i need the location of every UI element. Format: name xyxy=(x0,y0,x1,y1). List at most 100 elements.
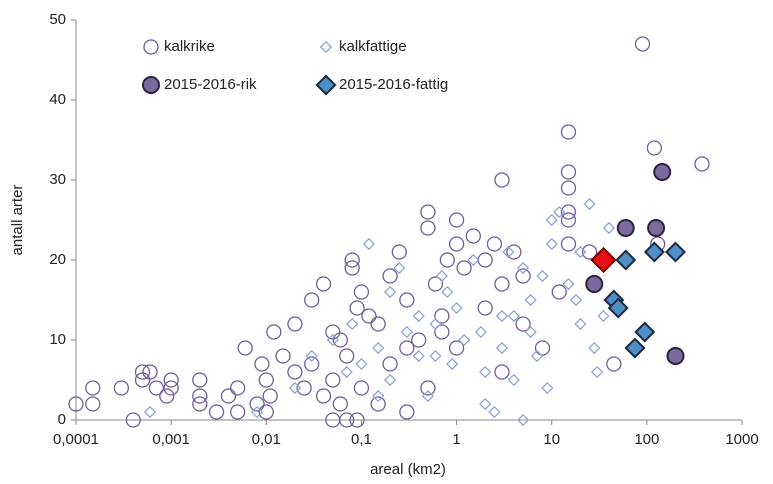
point xyxy=(560,124,577,140)
x-tick-label: 100 xyxy=(634,431,659,448)
point xyxy=(666,347,685,365)
point xyxy=(479,365,492,379)
y-tick-label: 40 xyxy=(49,91,66,108)
point xyxy=(134,364,151,380)
y-tick-label: 30 xyxy=(49,171,66,188)
point xyxy=(429,349,442,363)
point xyxy=(208,404,225,420)
point xyxy=(574,245,587,259)
point xyxy=(495,341,509,355)
point xyxy=(560,212,577,228)
point xyxy=(441,285,454,299)
point xyxy=(85,396,101,412)
point xyxy=(474,325,487,339)
point xyxy=(339,348,355,364)
x-tick-label: 10 xyxy=(543,431,560,448)
point xyxy=(457,333,471,347)
point xyxy=(439,252,456,268)
legend-marker xyxy=(315,74,337,96)
point xyxy=(634,36,651,52)
point xyxy=(477,300,493,316)
point xyxy=(411,332,427,348)
point xyxy=(325,324,341,340)
point xyxy=(113,380,130,396)
point xyxy=(486,236,503,252)
point xyxy=(560,180,577,196)
point xyxy=(653,163,672,181)
y-tick-label: 10 xyxy=(49,331,66,348)
point xyxy=(494,276,510,292)
point xyxy=(399,292,415,308)
point xyxy=(467,253,480,267)
point xyxy=(516,413,530,427)
point xyxy=(229,380,246,396)
point xyxy=(349,300,365,316)
legend-marker xyxy=(319,40,333,54)
point xyxy=(477,252,493,268)
point xyxy=(607,297,629,319)
point xyxy=(615,249,637,271)
x-tick-label: 0,01 xyxy=(252,431,281,448)
point xyxy=(643,241,665,263)
point xyxy=(344,260,360,276)
point xyxy=(262,388,278,404)
point xyxy=(545,237,558,251)
point xyxy=(530,349,544,363)
point xyxy=(429,317,442,331)
point xyxy=(448,212,465,228)
point xyxy=(574,317,587,331)
point xyxy=(325,372,341,388)
point xyxy=(361,308,377,324)
point xyxy=(288,381,302,395)
point xyxy=(551,284,567,300)
point xyxy=(304,292,320,308)
point xyxy=(450,301,463,315)
point xyxy=(560,204,577,220)
point xyxy=(353,284,370,300)
x-axis-label: areal (km2) xyxy=(370,461,446,478)
point xyxy=(456,260,472,276)
point xyxy=(434,324,450,340)
point xyxy=(446,357,459,371)
point xyxy=(192,388,208,404)
legend-marker xyxy=(142,76,160,94)
legend-label: 2015-2016-fattig xyxy=(339,76,448,93)
point xyxy=(296,380,312,396)
point xyxy=(159,388,175,404)
point xyxy=(326,333,339,347)
y-tick-label: 50 xyxy=(49,11,66,28)
point xyxy=(142,364,158,380)
point xyxy=(534,340,551,356)
point xyxy=(562,277,575,291)
point xyxy=(391,244,407,260)
point xyxy=(494,172,510,188)
point xyxy=(353,380,370,396)
point xyxy=(560,164,577,180)
point xyxy=(624,337,646,359)
point xyxy=(515,268,531,284)
point xyxy=(606,356,622,372)
point xyxy=(237,340,253,356)
point xyxy=(304,356,320,372)
point xyxy=(372,341,385,355)
point xyxy=(148,380,165,396)
point xyxy=(258,372,274,388)
point xyxy=(325,412,341,428)
point xyxy=(541,381,554,395)
point xyxy=(585,275,604,293)
point xyxy=(258,404,274,420)
point xyxy=(479,397,492,411)
point xyxy=(553,205,566,219)
point xyxy=(192,396,208,412)
point xyxy=(370,396,386,412)
point xyxy=(383,373,397,387)
point xyxy=(355,357,368,371)
point xyxy=(590,246,617,274)
point xyxy=(616,219,635,237)
x-tick-label: 1000 xyxy=(725,431,758,448)
point xyxy=(340,365,353,379)
point xyxy=(399,340,415,356)
point xyxy=(506,244,522,260)
